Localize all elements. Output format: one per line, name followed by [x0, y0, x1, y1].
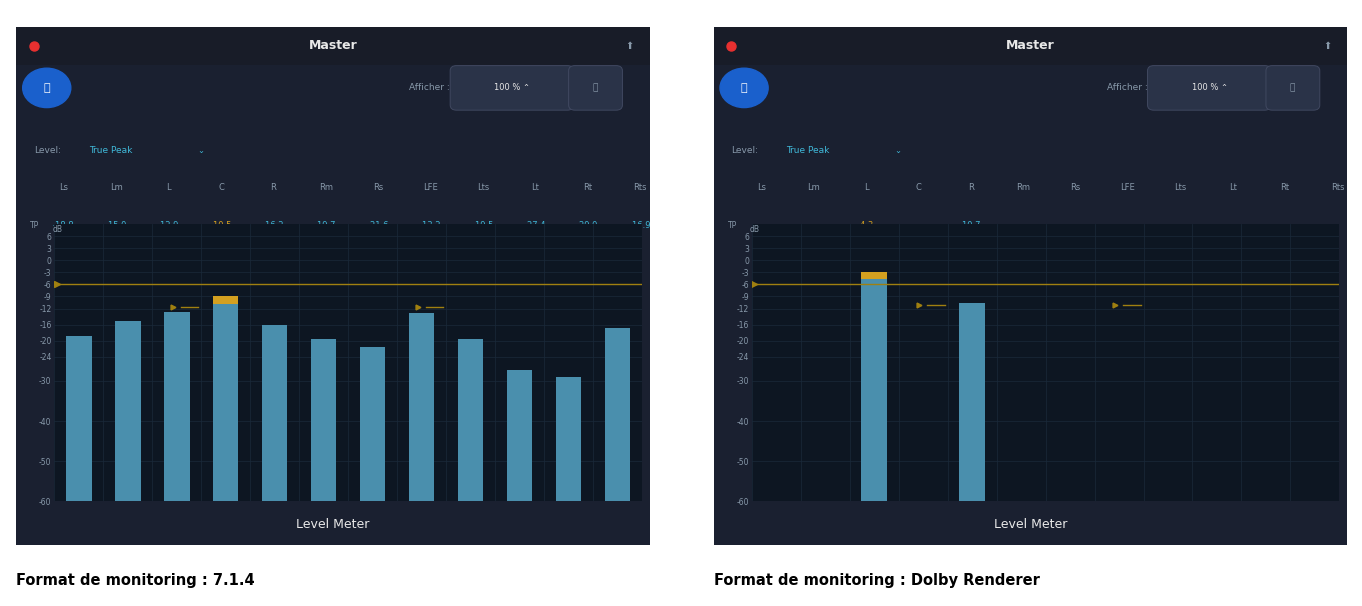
Text: L: L: [166, 184, 172, 192]
Bar: [262, 325, 287, 501]
FancyBboxPatch shape: [1148, 65, 1271, 110]
Text: -15.0: -15.0: [105, 221, 127, 230]
Bar: [311, 339, 336, 501]
FancyBboxPatch shape: [451, 65, 573, 110]
Text: L: L: [864, 184, 869, 192]
Text: True Peak: True Peak: [89, 145, 132, 155]
Text: dB: dB: [53, 225, 63, 234]
Text: Afficher :: Afficher :: [410, 84, 451, 92]
FancyBboxPatch shape: [714, 27, 1347, 65]
Text: C: C: [218, 184, 223, 192]
Text: Ls: Ls: [60, 184, 68, 192]
Text: C: C: [915, 184, 921, 192]
Text: -10.7: -10.7: [960, 221, 982, 230]
Text: Rts: Rts: [1331, 184, 1344, 192]
Bar: [458, 339, 484, 501]
Text: -16.9: -16.9: [629, 221, 651, 230]
Text: TP: TP: [727, 221, 737, 230]
Text: ⌄: ⌄: [895, 145, 902, 155]
Bar: [212, 302, 238, 501]
Bar: [67, 336, 91, 501]
Text: Rs: Rs: [1071, 184, 1080, 192]
Text: -4.3: -4.3: [858, 221, 874, 230]
Text: Afficher :: Afficher :: [1107, 84, 1148, 92]
Text: ⛓: ⛓: [592, 84, 598, 92]
Text: -13.2: -13.2: [419, 221, 441, 230]
Text: ⏻: ⏻: [741, 83, 748, 93]
Text: -21.6: -21.6: [368, 221, 390, 230]
Bar: [163, 312, 189, 501]
Text: Rt: Rt: [1280, 184, 1290, 192]
Text: Master: Master: [1007, 39, 1054, 53]
Text: Level Meter: Level Meter: [297, 518, 369, 531]
Text: 100 % ⌃: 100 % ⌃: [494, 84, 530, 92]
Text: Lts: Lts: [477, 184, 489, 192]
Text: -19.5: -19.5: [473, 221, 493, 230]
Text: Level:: Level:: [34, 145, 61, 155]
Text: Master: Master: [309, 39, 357, 53]
Bar: [114, 321, 140, 501]
Text: 100 % ⌃: 100 % ⌃: [1192, 84, 1227, 92]
Text: Format de monitoring : Dolby Renderer: Format de monitoring : Dolby Renderer: [714, 573, 1039, 588]
Bar: [507, 370, 533, 501]
Circle shape: [720, 68, 768, 108]
Text: Format de monitoring : 7.1.4: Format de monitoring : 7.1.4: [16, 573, 255, 588]
Bar: [360, 347, 385, 501]
Text: Lm: Lm: [110, 184, 123, 192]
Text: ⬆: ⬆: [1323, 41, 1331, 51]
Text: LFE: LFE: [1121, 184, 1136, 192]
Text: True Peak: True Peak: [786, 145, 829, 155]
Text: -16.2: -16.2: [263, 221, 285, 230]
Text: Lt: Lt: [531, 184, 539, 192]
Bar: [556, 377, 582, 501]
FancyBboxPatch shape: [16, 27, 650, 65]
FancyBboxPatch shape: [1265, 65, 1320, 110]
Text: -27.4: -27.4: [524, 221, 546, 230]
Text: -10.5: -10.5: [210, 221, 232, 230]
Text: ⏻: ⏻: [44, 83, 50, 93]
Text: Lt: Lt: [1229, 184, 1237, 192]
Text: ⌄: ⌄: [197, 145, 204, 155]
Text: Rm: Rm: [319, 184, 332, 192]
Bar: [605, 328, 631, 501]
Text: ⛓: ⛓: [1290, 84, 1295, 92]
Text: Rs: Rs: [373, 184, 383, 192]
Text: Level Meter: Level Meter: [994, 518, 1066, 531]
Text: -29.0: -29.0: [577, 221, 598, 230]
Text: -19.7: -19.7: [315, 221, 336, 230]
FancyBboxPatch shape: [568, 65, 622, 110]
Bar: [861, 271, 887, 279]
Bar: [861, 278, 887, 501]
Text: Lm: Lm: [808, 184, 820, 192]
Text: TP: TP: [30, 221, 39, 230]
Text: ⬆: ⬆: [625, 41, 633, 51]
Text: dB: dB: [750, 225, 760, 234]
Text: -18.8: -18.8: [53, 221, 75, 230]
Text: Ls: Ls: [757, 184, 765, 192]
Bar: [212, 296, 238, 304]
Text: Rm: Rm: [1016, 184, 1030, 192]
Text: -12.9: -12.9: [158, 221, 180, 230]
Bar: [959, 303, 985, 501]
Text: Lts: Lts: [1174, 184, 1186, 192]
Text: Rt: Rt: [583, 184, 592, 192]
Text: Rts: Rts: [633, 184, 647, 192]
Text: LFE: LFE: [424, 184, 439, 192]
Bar: [409, 313, 434, 501]
Text: R: R: [271, 184, 276, 192]
Circle shape: [23, 68, 71, 108]
Text: R: R: [968, 184, 974, 192]
Text: Level:: Level:: [731, 145, 759, 155]
